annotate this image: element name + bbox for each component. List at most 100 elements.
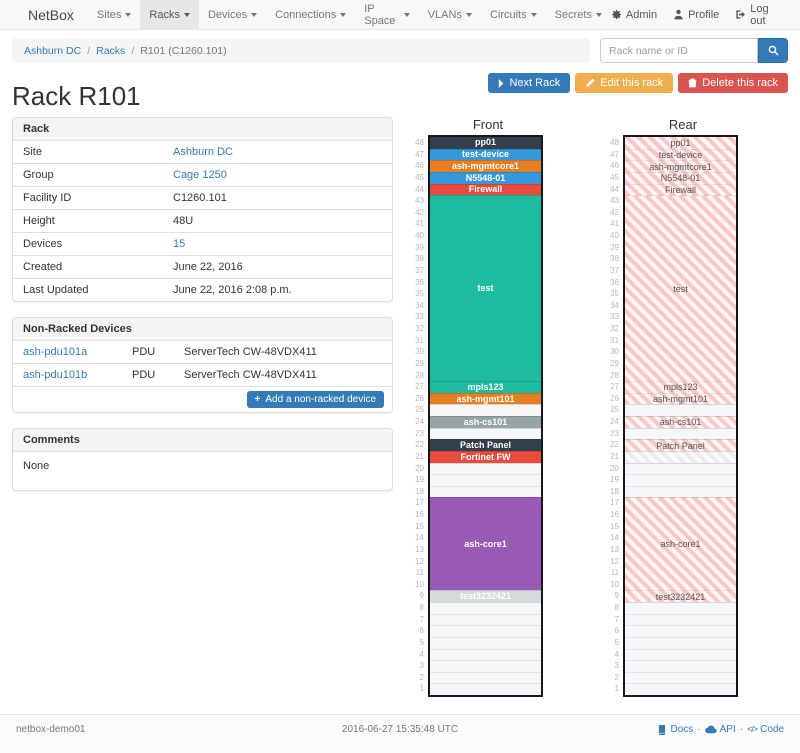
unit-number: 9: [614, 591, 619, 601]
rack-device-mpls123[interactable]: mpls123: [430, 381, 541, 393]
comments-panel-title: Comments: [13, 429, 392, 452]
unit-number: 3: [419, 661, 424, 671]
rack-device-rear-test3232421[interactable]: test3232421: [625, 590, 736, 602]
footer-link-label: API: [719, 724, 736, 735]
unit-number: 41: [415, 219, 424, 229]
rack-device-rear-test[interactable]: test: [625, 195, 736, 382]
search-button[interactable]: [758, 38, 788, 63]
breadcrumb-item-ashburn-dc[interactable]: Ashburn DC: [24, 44, 82, 57]
rack-device-rear-n5548-01[interactable]: N5548-01: [625, 171, 736, 184]
top-navbar: NetBox Sites Racks Devices Connections IP Sp…: [0, 0, 800, 30]
nav-item-connections[interactable]: Connections: [266, 0, 355, 29]
delete-rack-button[interactable]: Delete this rack: [678, 73, 788, 93]
attribute-value: June 22, 2016: [173, 261, 243, 273]
unit-number: 40: [415, 231, 424, 240]
page-header: Next Rack Edit this rack Delete this rac…: [12, 70, 788, 116]
nav-item-profile[interactable]: Profile: [673, 9, 719, 21]
unit-number: 39: [415, 242, 424, 252]
nav-item-label: Log out: [750, 2, 769, 27]
edit-rack-button[interactable]: Edit this rack: [575, 73, 674, 93]
rack-device-ash-mgmt101[interactable]: ash-mgmt101: [430, 392, 541, 405]
unit-number: 17: [610, 498, 619, 508]
attribute-value[interactable]: Cage 1250: [173, 169, 227, 181]
nav-item-label: Profile: [688, 8, 720, 21]
rack-device-rear-firewall[interactable]: Firewall: [625, 183, 736, 196]
unit-number: 42: [415, 207, 424, 217]
unit-number: 46: [610, 161, 619, 171]
footer-link-separator: ·: [739, 724, 744, 735]
attribute-label: Height: [23, 215, 55, 227]
unit-number: 10: [610, 579, 619, 589]
unit-number: 37: [610, 265, 619, 275]
search-input[interactable]: [600, 38, 758, 63]
rack-attribute-row: Last Updated June 22, 2016 2:08 p.m.: [13, 278, 392, 301]
attribute-label: Facility ID: [23, 192, 72, 204]
rack-device-rear-patch-panel[interactable]: Patch Panel: [625, 439, 736, 451]
non-racked-device-row: ash-pdu101a PDU ServerTech CW-48VDX411: [13, 341, 392, 363]
rack-device-test3232421[interactable]: test3232421: [430, 590, 541, 602]
rack-unit-empty: [430, 427, 541, 440]
rack-device-rear-ash-mgmt101[interactable]: ash-mgmt101: [625, 392, 736, 405]
rack-device-firewall[interactable]: Firewall: [430, 183, 541, 196]
rack-device-n5548-01[interactable]: N5548-01: [430, 171, 541, 184]
rack-device-ash-cs101[interactable]: ash-cs101: [430, 416, 541, 428]
unit-number: 32: [610, 324, 619, 333]
nav-item-devices[interactable]: Devices: [199, 0, 266, 29]
nav-item-circuits[interactable]: Circuits: [481, 0, 546, 29]
rack-device-ash-mgmtcore1[interactable]: ash-mgmtcore1: [430, 160, 541, 172]
unit-number: 8: [419, 603, 424, 612]
unit-number: 5: [419, 637, 424, 647]
footer-link-docs[interactable]: Docs: [657, 724, 693, 735]
unit-number: 7: [614, 614, 619, 624]
footer-link-code[interactable]: </> Code: [747, 724, 784, 735]
unit-number: 25: [415, 405, 424, 415]
breadcrumb-separator: /: [131, 44, 135, 57]
rack-device-rear-pp01[interactable]: pp01: [625, 137, 736, 149]
plus-icon: +: [254, 394, 261, 405]
unit-number: 2: [419, 672, 424, 682]
breadcrumb-item-racks[interactable]: Racks: [96, 44, 126, 57]
rack-device-rear-ash-cs101[interactable]: ash-cs101: [625, 416, 736, 428]
unit-number: 16: [415, 510, 424, 519]
device-name-link[interactable]: ash-pdu101b: [23, 369, 88, 381]
user-menu: Admin Profile Log out: [611, 0, 800, 29]
device-type: PDU: [132, 369, 156, 381]
nav-item-racks[interactable]: Racks: [140, 0, 199, 29]
unit-number: 31: [610, 335, 619, 345]
unit-number: 29: [415, 358, 424, 368]
nav-item-ip-space[interactable]: IP Space: [355, 0, 418, 29]
rack-search: [600, 38, 788, 63]
add-non-racked-device-button[interactable]: + Add a non-racked device: [246, 391, 384, 408]
code-icon: </>: [747, 724, 758, 734]
rack-device-rear-test-device[interactable]: test-device: [625, 148, 736, 161]
unit-number: 20: [610, 463, 619, 473]
rack-device-test-device[interactable]: test-device: [430, 148, 541, 161]
rack-device-rear-mpls123[interactable]: mpls123: [625, 381, 736, 393]
unit-number: 28: [415, 370, 424, 380]
rack-device-patch-panel[interactable]: Patch Panel: [430, 439, 541, 451]
rack-device-ash-core1[interactable]: ash-core1: [430, 497, 541, 591]
footer-links: Docs · API · </> Code: [657, 724, 784, 735]
rack-device-fortinet-fw[interactable]: Fortinet FW: [430, 450, 541, 463]
nav-item-sites[interactable]: Sites: [88, 0, 140, 29]
netbox-brand[interactable]: NetBox: [28, 6, 74, 23]
rear-elevation: Rear 48 47 46 45 44 43 42 41 40 39 38 37 36 35 34 33 32 3…: [603, 117, 743, 697]
rack-device-pp01[interactable]: pp01: [430, 137, 541, 149]
rack-unit-empty: [625, 613, 736, 626]
rack-device-rear-ash-core1[interactable]: ash-core1: [625, 497, 736, 591]
device-model: ServerTech CW-48VDX411: [184, 346, 317, 358]
rack-device-test[interactable]: test: [430, 195, 541, 382]
nav-item-secrets[interactable]: Secrets: [546, 0, 611, 29]
caret-down-icon: [530, 13, 537, 17]
nav-item-vlans[interactable]: VLANs: [419, 0, 481, 29]
device-name-link[interactable]: ash-pdu101a: [23, 346, 88, 358]
nav-item-admin[interactable]: Admin: [611, 9, 657, 21]
unit-number: 34: [610, 300, 619, 310]
attribute-value[interactable]: 15: [173, 238, 186, 250]
rack-device-rear-ash-mgmtcore1[interactable]: ash-mgmtcore1: [625, 160, 736, 172]
next-rack-button[interactable]: Next Rack: [488, 73, 571, 93]
attribute-value[interactable]: Ashburn DC: [173, 146, 233, 158]
nav-item-label: Connections: [275, 8, 337, 21]
nav-item-log-out[interactable]: Log out: [735, 3, 784, 27]
footer-link-api[interactable]: API: [704, 724, 736, 735]
